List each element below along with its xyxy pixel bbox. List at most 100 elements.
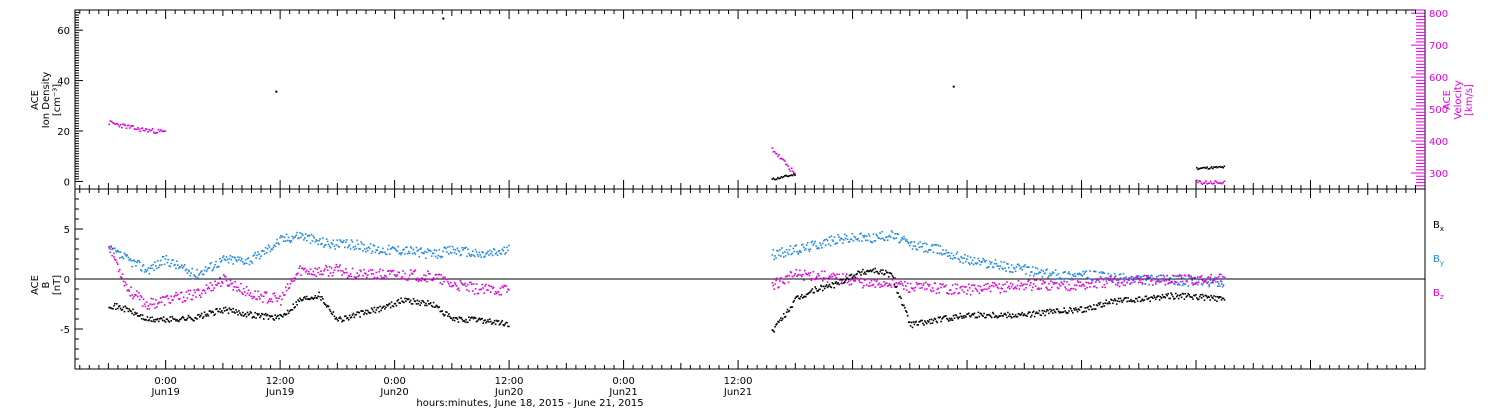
bz-point: [206, 288, 209, 290]
by-point: [501, 248, 504, 251]
bz-point: [173, 296, 175, 298]
by-point: [992, 266, 995, 269]
bz-point: [387, 269, 390, 272]
bz-point: [491, 287, 494, 290]
bz-point: [184, 300, 187, 302]
bx-point: [411, 303, 414, 305]
bx-point: [794, 297, 796, 300]
bx-point: [977, 311, 980, 314]
by-point: [886, 239, 889, 241]
by-point: [421, 251, 423, 254]
by-point: [368, 247, 371, 250]
bx-point: [285, 313, 288, 315]
by-point: [127, 256, 130, 259]
bx-point: [979, 312, 982, 315]
density-point: [788, 175, 791, 177]
bx-point: [441, 310, 443, 312]
by-point: [1175, 275, 1177, 277]
bx-point: [888, 272, 891, 274]
bz-point: [378, 270, 380, 273]
by-point: [200, 271, 202, 273]
bz-point: [462, 284, 464, 286]
bx-point: [299, 297, 301, 300]
bx-point: [268, 314, 271, 317]
velocity-point: [771, 147, 774, 149]
day-tick-label: Jun20: [494, 387, 523, 398]
bx-point: [1210, 294, 1212, 297]
by-point: [447, 246, 449, 248]
bz-point: [467, 283, 469, 286]
bx-point: [385, 306, 387, 308]
by-point: [1082, 270, 1085, 273]
bx-point: [874, 267, 877, 270]
bx-point: [290, 309, 293, 311]
bx-point: [454, 317, 457, 319]
by-point: [894, 233, 897, 235]
by-point: [185, 268, 188, 271]
bz-point: [491, 285, 493, 288]
bz-point: [242, 287, 245, 290]
bz-point: [1140, 278, 1143, 281]
bz-point: [853, 280, 856, 282]
bz-point: [804, 272, 807, 275]
by-point: [1176, 274, 1179, 277]
bx-point: [471, 316, 474, 319]
bx-point: [284, 314, 287, 316]
by-point: [260, 255, 262, 257]
bx-point: [975, 316, 978, 319]
bz-point: [292, 277, 295, 280]
bx-point: [387, 303, 390, 306]
bx-point: [259, 316, 261, 319]
by-point: [914, 245, 917, 248]
bx-point: [431, 305, 434, 308]
bz-point: [208, 287, 211, 290]
by-point: [1191, 279, 1193, 281]
velocity-point: [118, 125, 121, 128]
bz-point: [391, 270, 394, 272]
bz-point: [850, 283, 853, 286]
bx-point: [263, 318, 265, 320]
bz-point: [904, 281, 906, 283]
bx-point: [1098, 303, 1101, 306]
bx-point: [805, 293, 808, 296]
by-point: [474, 248, 477, 251]
bx-point: [335, 316, 338, 319]
bx-point: [1129, 300, 1131, 302]
bx-point: [929, 322, 932, 325]
bz-point: [240, 282, 242, 285]
bx-point: [187, 314, 190, 317]
by-point: [911, 248, 914, 250]
by-point: [886, 236, 888, 238]
bz-point: [1065, 288, 1067, 290]
bz-point: [210, 290, 213, 292]
by-point: [248, 263, 251, 266]
by-point: [1084, 271, 1086, 273]
bz-point: [185, 291, 188, 293]
by-point: [1058, 277, 1061, 280]
by-point: [849, 238, 852, 241]
bx-point: [773, 331, 775, 333]
by-point: [916, 249, 919, 251]
bz-point: [1097, 278, 1100, 281]
by-point: [261, 250, 263, 252]
bz-point: [910, 287, 913, 289]
by-point: [969, 256, 972, 259]
bx-point: [956, 316, 959, 319]
bz-point: [475, 283, 478, 285]
bx-point: [386, 304, 388, 306]
bz-point: [1067, 289, 1069, 292]
by-point: [278, 243, 280, 246]
bx-point: [367, 311, 370, 314]
by-point: [1212, 281, 1214, 284]
bx-point: [250, 312, 253, 314]
bx-point: [872, 268, 875, 271]
bx-point: [1154, 296, 1156, 299]
bz-point: [919, 287, 921, 289]
by-point: [935, 244, 938, 246]
bz-point: [441, 283, 443, 286]
bx-point: [837, 281, 839, 284]
bx-point: [1158, 299, 1161, 301]
by-point: [1149, 278, 1151, 280]
bz-point: [915, 281, 918, 284]
bz-point: [443, 280, 445, 283]
